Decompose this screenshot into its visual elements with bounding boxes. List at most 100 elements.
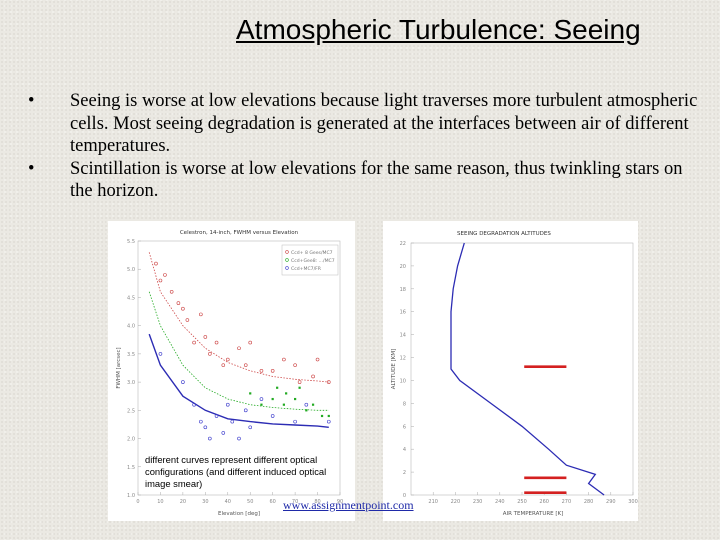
fwhm-chart: Celestron, 14-inch, FWHM versus Elevatio…: [116, 230, 343, 517]
red-data-point: [181, 306, 185, 311]
x-tick-label: 270: [562, 499, 572, 505]
green-data-point: [298, 386, 301, 389]
x-tick-label: 30: [202, 499, 208, 505]
red-data-point: [311, 374, 315, 379]
blue-data-point: [259, 397, 264, 401]
blue-data-point: [243, 408, 248, 413]
x-tick-label: 220: [451, 499, 461, 505]
x-tick-label: 50: [247, 499, 253, 505]
y-axis-label: FWHM [arcsec]: [116, 347, 122, 388]
y-tick-label: 12: [400, 356, 406, 362]
blue-data-point: [203, 425, 208, 430]
y-tick-label: 18: [400, 287, 406, 293]
x-tick-label: 290: [606, 499, 616, 505]
legend-entry: Ccd+Gee8: .../MC7: [291, 258, 335, 264]
y-tick-label: 22: [400, 241, 406, 247]
bullet-icon: •: [28, 91, 35, 111]
x-tick-label: 240: [495, 499, 505, 505]
red-data-point: [259, 369, 264, 373]
x-tick-label: 250: [517, 499, 527, 505]
y-tick-label: 5.5: [127, 239, 135, 245]
y-tick-label: 0: [403, 493, 406, 499]
legend-marker: [285, 250, 289, 254]
source-link[interactable]: www.assignmentpoint.com: [283, 498, 414, 512]
blue-data-point: [181, 380, 185, 384]
x-tick-label: 300: [628, 499, 638, 505]
y-tick-label: 16: [400, 310, 406, 316]
blue-data-point: [221, 431, 226, 435]
y-tick-label: 3.5: [127, 352, 135, 358]
y-tick-label: 4: [403, 447, 406, 453]
red-data-point: [221, 363, 226, 367]
blue-data-point: [158, 352, 163, 356]
blue-fit-curve: [148, 333, 329, 428]
legend-box: [281, 244, 339, 276]
red-data-point: [176, 301, 181, 305]
red-data-point: [163, 273, 167, 277]
chart-title: Celestron, 14-inch, FWHM versus Elevatio…: [180, 230, 299, 236]
x-axis-label: Elevation [deg]: [218, 511, 260, 517]
green-data-point: [282, 403, 285, 406]
green-data-point: [276, 386, 279, 389]
green-data-point: [271, 397, 274, 401]
x-tick-label: 280: [584, 499, 594, 505]
red-data-point: [293, 363, 297, 367]
blue-data-point: [326, 419, 331, 424]
bullet-item: • Scintillation is worse at low elevatio…: [28, 158, 704, 203]
bullet-list: • Seeing is worse at low elevations beca…: [28, 90, 704, 203]
blue-data-point: [248, 425, 253, 430]
x-tick-label: 60: [269, 499, 275, 505]
temperature-profile-line: [450, 242, 605, 496]
y-tick-label: 8: [403, 401, 406, 407]
red-data-point: [203, 335, 208, 339]
red-data-point: [214, 340, 219, 345]
y-tick-label: 10: [400, 378, 406, 384]
legend-marker: [285, 258, 289, 262]
red-data-point: [237, 346, 241, 351]
red-data-point: [169, 290, 174, 294]
red-data-point: [326, 380, 331, 384]
y-tick-label: 2: [403, 470, 406, 476]
x-tick-label: 40: [225, 499, 231, 505]
red-data-point: [243, 363, 248, 367]
y-tick-label: 4.0: [127, 324, 135, 330]
blue-data-point: [270, 414, 275, 418]
x-tick-label: 70: [292, 499, 298, 505]
blue-data-point: [293, 419, 297, 424]
bullet-icon: •: [28, 158, 35, 179]
blue-data-point: [230, 419, 235, 424]
y-axis-label: ALTITUDE [KM]: [391, 349, 397, 390]
blue-data-point: [304, 402, 309, 407]
blue-data-point: [225, 402, 230, 407]
fwhm-chart-panel: Celestron, 14-inch, FWHM versus Elevatio…: [108, 221, 355, 521]
y-tick-label: 1.5: [127, 465, 135, 471]
x-tick-label: 10: [157, 499, 163, 505]
red-data-point: [297, 380, 302, 384]
chart-title: SEEING DEGRADATION ALTITUDES: [457, 231, 551, 237]
red-data-point: [154, 261, 158, 266]
y-tick-label: 3.0: [127, 380, 135, 386]
x-tick-label: 0: [136, 499, 139, 505]
red-data-point: [225, 357, 230, 362]
green-data-point: [260, 403, 263, 406]
y-tick-label: 2.5: [127, 408, 135, 414]
seeing-altitude-chart-panel: SEEING DEGRADATION ALTITUDES 0 2 4 6 8 10 12 14 1…: [383, 221, 638, 521]
y-tick-label: 4.5: [127, 295, 135, 301]
y-tick-label: 6: [403, 424, 406, 430]
green-data-point: [311, 403, 315, 406]
plot-frame: [410, 242, 634, 496]
green-fit-curve: [148, 291, 329, 411]
red-data-point: [192, 340, 196, 345]
bullet-text: Scintillation is worse at low elevations…: [70, 158, 683, 202]
blue-data-point: [214, 414, 219, 418]
y-tick-label: 5.0: [127, 267, 135, 273]
blue-data-point: [192, 402, 196, 407]
red-data-point: [208, 352, 212, 356]
red-data-point: [185, 318, 190, 322]
x-tick-label: 260: [539, 499, 549, 505]
x-tick-label: 20: [180, 499, 186, 505]
slide-title: Atmospheric Turbulence: Seeing: [236, 14, 641, 45]
x-axis-label: AIR TEMPERATURE [K]: [503, 511, 564, 517]
blue-data-point: [237, 436, 241, 441]
legend-marker: [285, 266, 289, 270]
